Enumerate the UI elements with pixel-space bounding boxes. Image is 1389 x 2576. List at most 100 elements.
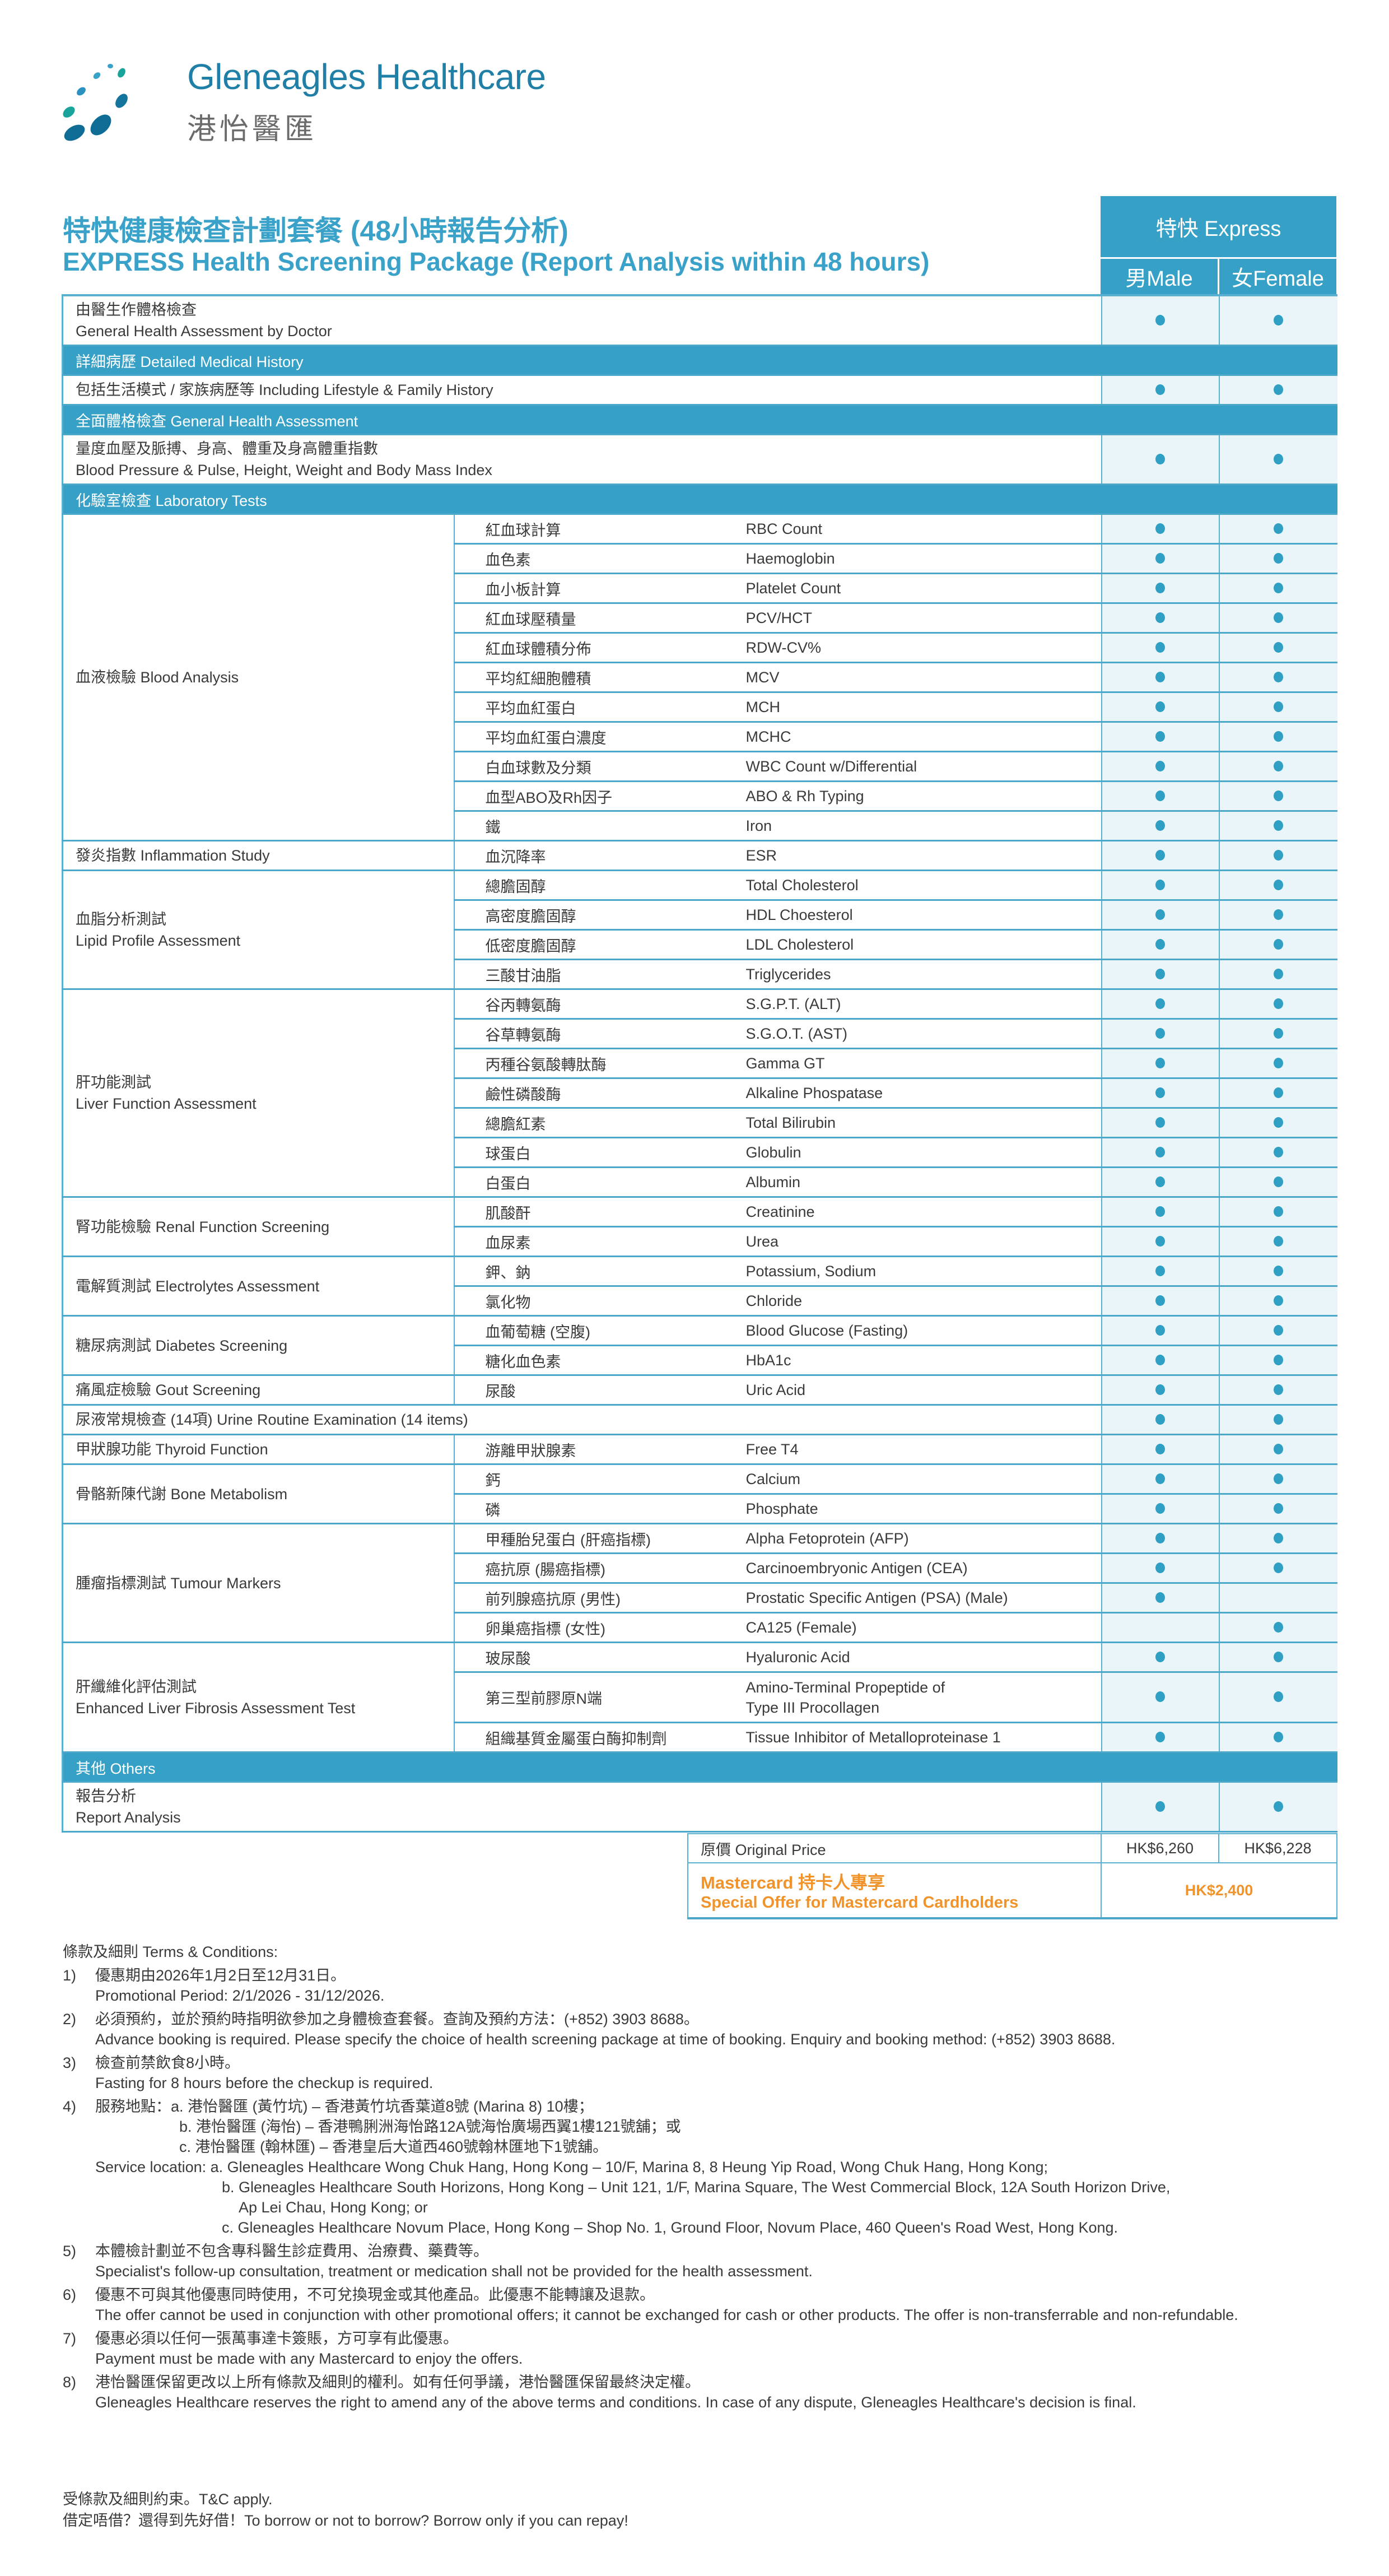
term-item: 5) 本體檢計劃並不包含專科醫生診症費用、治療費、藥費等。 Specialist's… xyxy=(63,2241,1340,2281)
included-dot-icon xyxy=(1155,998,1166,1009)
term-item: 1) 優惠期由2026年1月2日至12月31日。 Promotional Perio… xyxy=(63,1965,1340,2006)
included-dot-icon xyxy=(1274,1206,1284,1217)
included-dot-icon xyxy=(1274,1443,1284,1454)
included-dot-icon xyxy=(1274,731,1284,742)
female-cell xyxy=(1218,1642,1337,1673)
included-dot-icon xyxy=(1155,1562,1166,1573)
term-number: 4) xyxy=(63,2098,77,2115)
female-cell xyxy=(1218,870,1337,901)
female-cell xyxy=(1218,1583,1337,1614)
test-row: 血型ABO及Rh因子 ABO & Rh Typing xyxy=(63,781,1337,812)
test-row: 平均血紅蛋白濃度 MCHC xyxy=(63,722,1337,752)
included-dot-icon xyxy=(1155,1384,1166,1395)
included-dot-icon xyxy=(1274,1295,1284,1306)
included-dot-icon xyxy=(1155,968,1166,979)
label-line: 發炎指數 Inflammation Study xyxy=(76,847,270,864)
female-cell xyxy=(1218,989,1337,1020)
female-cell xyxy=(1218,1672,1337,1723)
test-name-en: Chloride xyxy=(740,1286,1102,1317)
term-line: Promotional Period: 2/1/2026 - 31/12/202… xyxy=(95,1987,385,2004)
included-dot-icon xyxy=(1274,909,1284,920)
male-cell xyxy=(1101,751,1219,782)
included-dot-icon xyxy=(1274,453,1284,464)
table-row: 量度血壓及脈搏、身高、體重及身高體重指數 Blood Pressure & Pul… xyxy=(62,434,1337,485)
male-cell xyxy=(1101,1137,1219,1168)
female-cell xyxy=(1218,1612,1337,1643)
female-cell xyxy=(1218,1722,1337,1753)
test-row: 第三型前膠原N端 Amino-Terminal Propeptide of Typ… xyxy=(63,1672,1337,1723)
female-cell xyxy=(1218,692,1337,723)
section-header-row: 其他 Others xyxy=(62,1752,1337,1783)
term-line: 優惠不可與其他優惠同時使用，不可兌換現金或其他產品。此優惠不能轉讓及退款。 xyxy=(95,2286,655,2303)
test-row: 鹼性磷酸酶 Alkaline Phospatase xyxy=(63,1078,1337,1109)
test-name-en: Total Cholesterol xyxy=(740,870,1102,901)
test-name-en: S.G.P.T. (ALT) xyxy=(740,989,1102,1020)
footer: 受條款及細則約束。T&C apply. 借定唔借？還得到先好借！To borro… xyxy=(63,2489,628,2531)
test-name-zh: 血尿素 xyxy=(453,1226,740,1257)
label-line: 肝纖維化評估測試 xyxy=(76,1678,197,1695)
test-row: 腫瘤指標測試 Tumour Markers 甲種胎兒蛋白 (肝癌指標) Alpha … xyxy=(62,1523,1337,1643)
table-row: 由醫生作體格檢查 General Health Assessment by Doc… xyxy=(62,295,1337,346)
test-group-label: 骨骼新陳代謝 Bone Metabolism xyxy=(62,1464,454,1524)
test-name-en: Potassium, Sodium xyxy=(740,1256,1102,1287)
test-group-label: 血脂分析測試 Lipid Profile Assessment xyxy=(62,870,454,990)
included-dot-icon xyxy=(1155,820,1166,831)
label-line: 血液檢驗 Blood Analysis xyxy=(76,669,239,686)
included-dot-icon xyxy=(1155,938,1166,950)
included-dot-icon xyxy=(1274,938,1284,950)
included-dot-icon xyxy=(1274,701,1284,712)
section-header-row: 詳細病歷 Detailed Medical History xyxy=(62,345,1337,376)
test-name-zh: 紅血球計算 xyxy=(453,514,740,545)
term-line: 必須預約，並於預約時指明欲參加之身體檢查套餐。查詢及預約方法：(+852) 39… xyxy=(95,2011,699,2028)
term-body: 服務地點：a. 港怡醫匯 (黃竹坑) – 香港黃竹坑香葉道8號 (Marina … xyxy=(95,2096,1170,2238)
term-line: Specialist's follow-up consultation, tre… xyxy=(95,2263,813,2280)
male-cell xyxy=(1101,1345,1219,1376)
term-body: 優惠必須以任何一張萬事達卡簽賬，方可享有此優惠。 Payment must be … xyxy=(95,2328,523,2369)
female-cell xyxy=(1218,1019,1337,1049)
female-cell xyxy=(1218,1523,1337,1554)
test-row: 平均血紅蛋白 MCH xyxy=(63,692,1337,723)
label-line: 由醫生作體格檢查 xyxy=(76,301,197,318)
test-name-zh: 血沉降率 xyxy=(453,840,740,871)
test-name-zh: 組織基質金屬蛋白酶抑制劑 xyxy=(453,1722,740,1753)
female-cell xyxy=(1218,375,1337,406)
female-cell xyxy=(1218,1434,1337,1465)
male-cell xyxy=(1101,1108,1219,1138)
term-number: 5) xyxy=(63,2243,77,2259)
original-price-male: HK$6,260 xyxy=(1101,1833,1219,1863)
test-name-en: Phosphate xyxy=(740,1494,1102,1524)
included-dot-icon xyxy=(1274,1324,1284,1336)
female-cell xyxy=(1218,840,1337,871)
male-cell xyxy=(1101,1019,1219,1049)
male-cell xyxy=(1101,1315,1219,1346)
included-dot-icon xyxy=(1155,1413,1166,1425)
male-cell xyxy=(1101,1672,1219,1723)
female-header: 女Female xyxy=(1218,259,1336,294)
included-dot-icon xyxy=(1155,384,1166,395)
test-name-zh: 磷 xyxy=(453,1494,740,1524)
male-cell xyxy=(1101,1434,1219,1465)
male-cell xyxy=(1101,1583,1219,1614)
included-dot-icon xyxy=(1155,1235,1166,1247)
male-cell xyxy=(1101,1167,1219,1198)
page-title-zh: 特快健康檢查計劃套餐 (48小時報告分析) xyxy=(63,215,568,247)
term-line: 服務地點：a. 港怡醫匯 (黃竹坑) – 香港黃竹坑香葉道8號 (Marina … xyxy=(95,2098,594,2115)
included-dot-icon xyxy=(1155,1532,1166,1543)
original-price-label: 原價 Original Price xyxy=(687,1833,1102,1863)
test-group-label: 肝功能測試 Liver Function Assessment xyxy=(62,989,454,1198)
test-name-en: Triglycerides xyxy=(740,959,1102,990)
male-cell xyxy=(1101,1048,1219,1079)
term-line: 檢查前禁飲食8小時。 xyxy=(95,2054,240,2071)
test-name-en: Carcinoembryonic Antigen (CEA) xyxy=(740,1553,1102,1584)
female-cell xyxy=(1218,1286,1337,1317)
test-group-label: 肝纖維化評估測試 Enhanced Liver Fibrosis Assessme… xyxy=(62,1642,454,1753)
included-dot-icon xyxy=(1274,552,1284,564)
test-row: 組織基質金屬蛋白酶抑制劑 Tissue Inhibitor of Metallop… xyxy=(63,1722,1337,1753)
male-cell xyxy=(1101,722,1219,752)
male-cell xyxy=(1101,692,1219,723)
test-row: 發炎指數 Inflammation Study 血沉降率 ESR xyxy=(62,840,1337,871)
test-name-zh: 平均紅細胞體積 xyxy=(453,662,740,693)
female-cell xyxy=(1218,959,1337,990)
term-line: 優惠期由2026年1月2日至12月31日。 xyxy=(95,1967,346,1984)
included-dot-icon xyxy=(1274,1235,1284,1247)
